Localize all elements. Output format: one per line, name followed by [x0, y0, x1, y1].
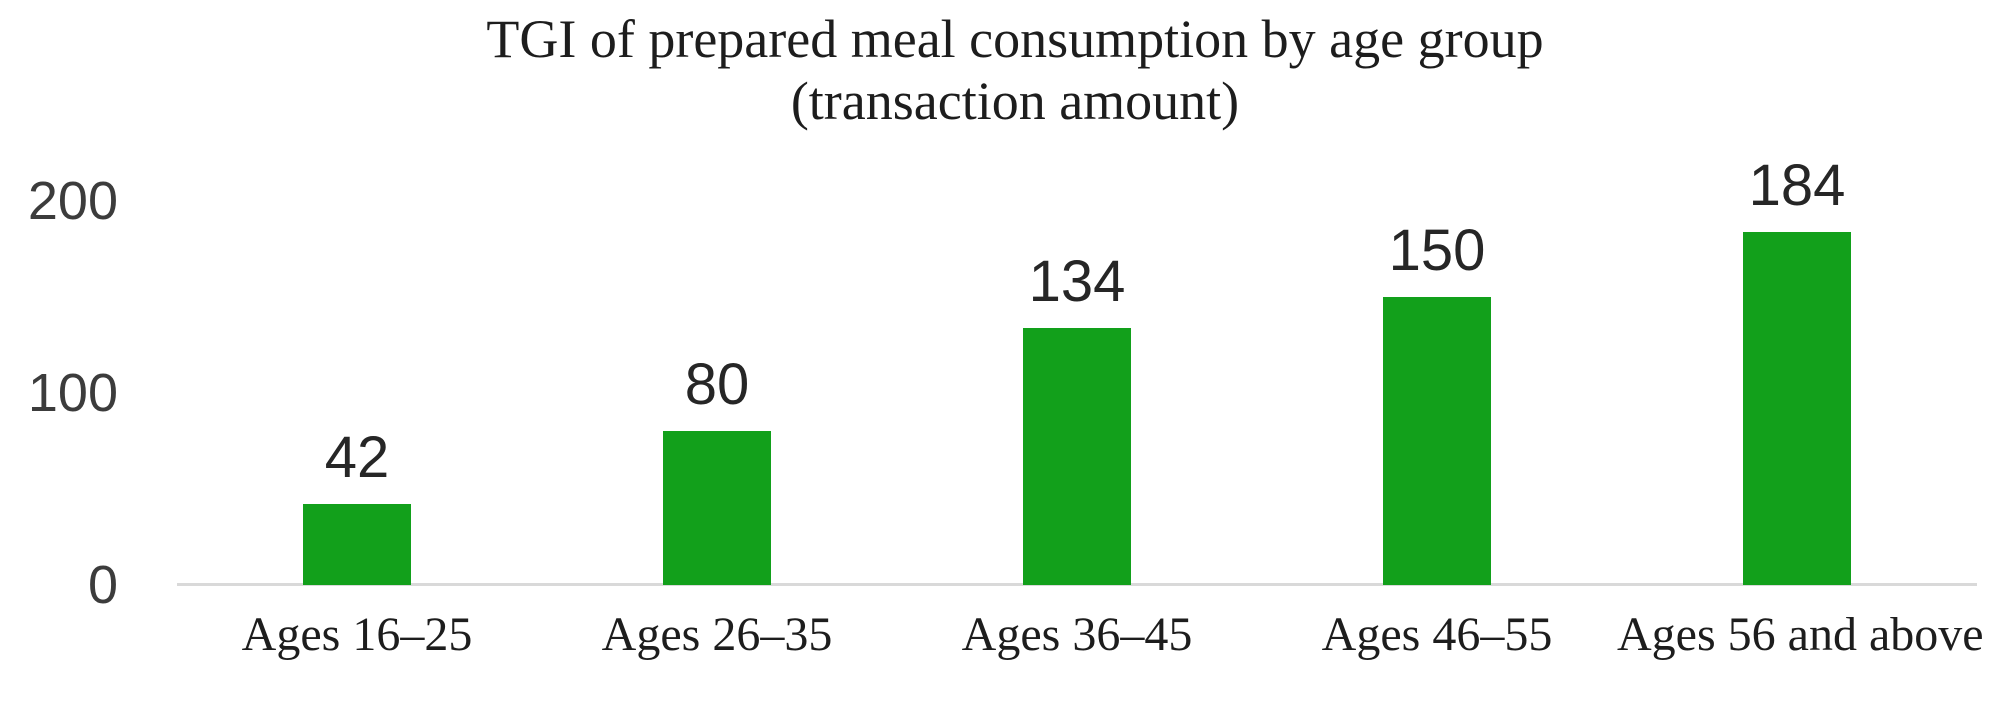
x-axis-category-label: Ages 36–45	[961, 608, 1193, 661]
chart-title-line2: (transaction amount)	[790, 71, 1240, 131]
chart-title: TGI of prepared meal consumption by age …	[0, 8, 2004, 132]
bar-value-label: 80	[684, 352, 750, 417]
x-axis-category-label: Ages 56 and above	[1617, 608, 1984, 661]
bar-value-label: 184	[1748, 153, 1846, 218]
plot-area: 42 80 134 150 184	[177, 0, 1977, 586]
x-axis-category-label: Ages 26–35	[601, 608, 833, 661]
x-axis-category-label: Ages 16–25	[241, 608, 473, 661]
bar	[663, 431, 771, 585]
bar	[1023, 328, 1131, 585]
x-axis-labels: Ages 16–25 Ages 26–35 Ages 36–45 Ages 46–55…	[177, 606, 1984, 676]
y-tick-label: 0	[87, 555, 118, 615]
bar	[303, 504, 411, 585]
bar	[1743, 232, 1851, 585]
bar-value-label: 42	[324, 425, 390, 490]
x-axis-category-label: Ages 46–55	[1321, 608, 1553, 661]
y-tick-label: 100	[27, 363, 118, 423]
bar-value-label: 134	[1028, 249, 1126, 314]
y-tick-label: 200	[27, 171, 118, 231]
bar-value-label: 150	[1388, 218, 1486, 283]
y-axis: 0 100 200	[0, 0, 118, 702]
chart-title-line1: TGI of prepared meal consumption by age …	[486, 9, 1544, 69]
bar	[1383, 297, 1491, 585]
